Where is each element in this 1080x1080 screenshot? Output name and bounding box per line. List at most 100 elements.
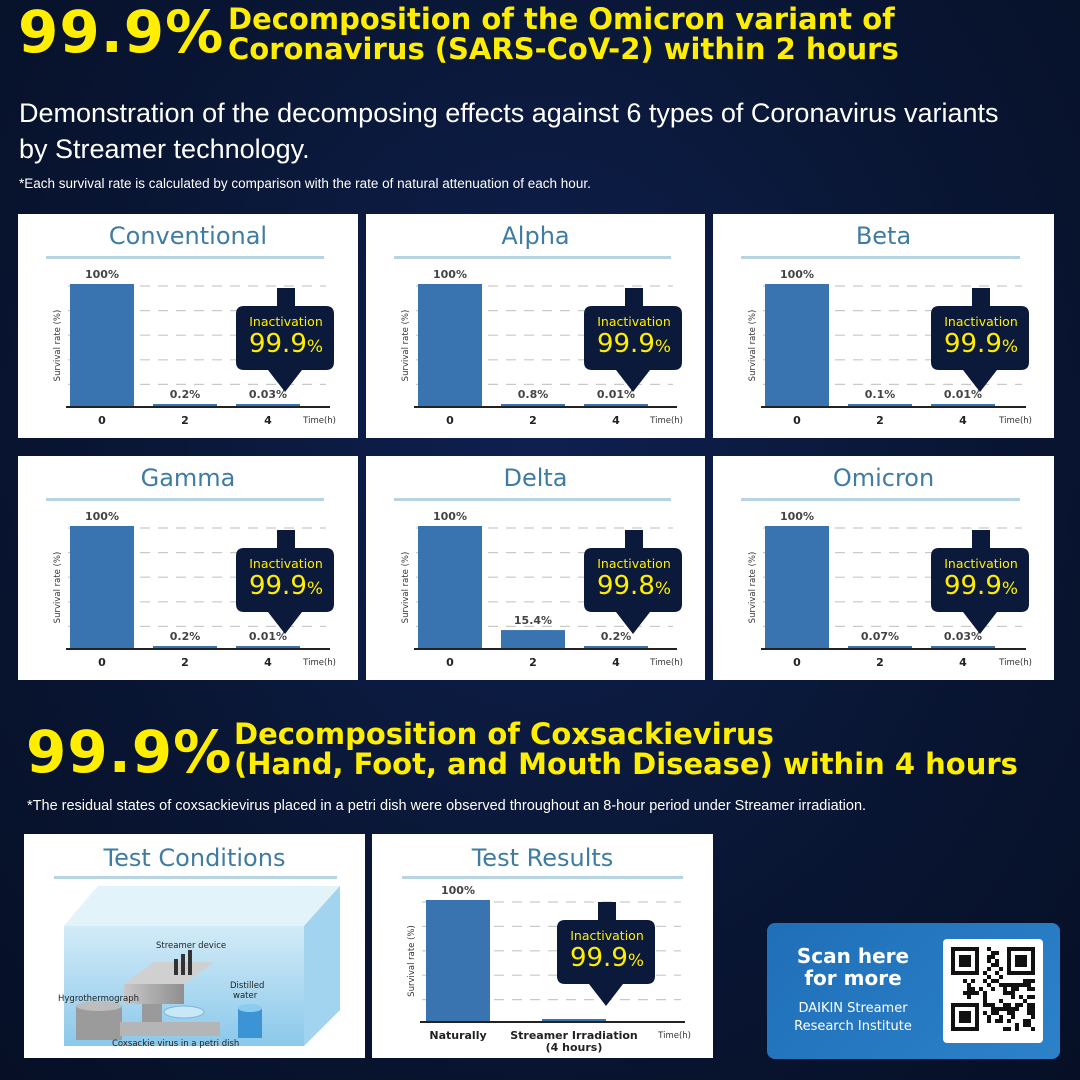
headline-omicron-line2: Coronavirus (SARS-CoV-2) within 2 hours: [228, 32, 899, 67]
data-label: 100%: [85, 510, 119, 523]
label-hygrothermograph: Hygrothermograph: [58, 994, 139, 1004]
test-results-panel: Test Results Survival rate (%) 100% Natura…: [372, 834, 713, 1058]
x-tick-label: 2: [529, 414, 537, 427]
headline-omicron-line1: Decomposition of the Omicron variant of: [228, 2, 895, 36]
title-rule: [394, 498, 671, 501]
bar: [848, 404, 912, 407]
data-label: 100%: [780, 510, 814, 523]
x-tick-label: 2: [876, 656, 884, 669]
chart-panel-conventional: Conventional Survival rate (%) 100% 0 0.2% 2…: [18, 214, 358, 438]
headline-coxsackie-line2: (Hand, Foot, and Mouth Disease) within 4…: [234, 747, 1018, 782]
qr-text: Scan here for more DAIKIN Streamer Resea…: [767, 945, 939, 1036]
x-tick-label: 0: [793, 656, 801, 669]
test-conditions-panel: Test Conditions: [24, 834, 365, 1058]
bar: [584, 404, 648, 407]
data-label: 100%: [780, 268, 814, 281]
title-rule: [741, 498, 1020, 501]
data-label: 100%: [433, 268, 467, 281]
x-tick-label: Streamer Irradiation: [510, 1029, 638, 1042]
x-tick-label: Naturally: [429, 1029, 486, 1042]
badge-arrow: [557, 920, 655, 1006]
bar: [153, 404, 217, 407]
x-tick-label: 0: [446, 656, 454, 669]
chart-panel-gamma: Gamma Survival rate (%) 100% 0 0.2% 2 0.01% 4 T…: [18, 456, 358, 680]
chart-panel-alpha: Alpha Survival rate (%) 100% 0 0.8% 2 0.01% 4 T…: [366, 214, 705, 438]
data-label: 100%: [85, 268, 119, 281]
x-tick-label: 0: [793, 414, 801, 427]
badge-value: 99.9%: [597, 329, 671, 359]
badge-arrow: [236, 548, 334, 634]
title-rule: [46, 498, 324, 501]
bar: [418, 526, 482, 649]
badge-arrow-tail: [625, 288, 643, 308]
x-axis-label: Time(h): [302, 658, 336, 668]
bar: [501, 404, 565, 407]
x-tick-label: 4: [264, 656, 272, 669]
x-tick-label: 4: [612, 414, 620, 427]
x-tick-label: 0: [98, 414, 106, 427]
data-label: 0.07%: [861, 630, 899, 643]
qr-brand-line1: DAIKIN Streamer: [798, 1000, 908, 1016]
qr-scan-line2: for more: [804, 966, 902, 991]
data-label: 0.2%: [601, 630, 632, 643]
badge-label: Inactivation: [249, 314, 323, 329]
title-rule: [394, 256, 671, 259]
data-label: 15.4%: [514, 614, 552, 627]
chart-panel-omicron: Omicron Survival rate (%) 100% 0 0.07% 2 0.03…: [713, 456, 1054, 680]
x-tick-label: 2: [181, 656, 189, 669]
data-label: 0.01%: [249, 630, 287, 643]
chart-title: Omicron: [832, 464, 935, 492]
y-axis-label: Survival rate (%): [748, 310, 758, 382]
qr-card[interactable]: Scan here for more DAIKIN Streamer Resea…: [767, 923, 1060, 1059]
chart-svg: Survival rate (%) 100% 0 0.2% 2 0.01% 4 Time(h)…: [53, 510, 336, 669]
headline-coxsackie-line1: Decomposition of Coxsackievirus: [234, 717, 774, 751]
x-tick-label: 4: [959, 656, 967, 669]
badge-value: 99.9%: [944, 329, 1018, 359]
bar: [542, 1019, 606, 1022]
badge-arrow-tail: [972, 530, 990, 550]
chart-title: Test Results: [471, 844, 614, 872]
chart-title: Gamma: [140, 464, 236, 492]
bar: [153, 646, 217, 649]
badge-label: Inactivation: [249, 556, 323, 571]
badge-label: Inactivation: [570, 928, 644, 943]
data-label: 100%: [433, 510, 467, 523]
x-tick-label: 4: [612, 656, 620, 669]
bar: [765, 284, 829, 407]
badge-arrow-tail: [277, 530, 295, 550]
x-tick-label: 4: [959, 414, 967, 427]
qr-brand-line2: Research Institute: [794, 1018, 912, 1034]
badge-arrow: [931, 306, 1029, 392]
data-label: 100%: [441, 884, 475, 897]
badge-arrow: [931, 548, 1029, 634]
qr-code-icon[interactable]: [943, 939, 1043, 1043]
x-axis-label: Time(h): [998, 658, 1032, 668]
data-label: 0.1%: [865, 388, 896, 401]
data-label: 0.2%: [170, 388, 201, 401]
glass-box-top: [64, 886, 340, 926]
test-setup-illustration: Streamer device Hygrothermograph Distill…: [58, 886, 340, 1049]
glass-box-side: [304, 886, 340, 1046]
bar: [236, 404, 300, 407]
badge-arrow-tail: [598, 902, 616, 922]
subtitle-line2: by Streamer technology.: [19, 133, 310, 164]
badge-value: 99.9%: [249, 329, 323, 359]
bar: [584, 646, 648, 649]
bar: [501, 630, 565, 649]
streamer-device-illustration: [120, 950, 220, 1036]
data-label: 0.03%: [249, 388, 287, 401]
x-axis-label: Time(h): [649, 658, 683, 668]
x-tick-label: (4 hours): [546, 1041, 603, 1054]
badge-arrow-tail: [277, 288, 295, 308]
y-axis-label: Survival rate (%): [53, 310, 63, 382]
chart-svg: Survival rate (%) 100% 0 0.8% 2 0.01% 4 Time(h)…: [401, 268, 683, 427]
data-label: 0.8%: [518, 388, 549, 401]
x-tick-label: 0: [98, 656, 106, 669]
chart-title: Beta: [855, 222, 912, 250]
x-tick-label: 2: [529, 656, 537, 669]
chart-panel-delta: Delta Survival rate (%) 100% 0 15.4% 2 0.2% 4 T…: [366, 456, 705, 680]
y-axis-label: Survival rate (%): [401, 310, 411, 382]
y-axis-label: Survival rate (%): [401, 552, 411, 624]
